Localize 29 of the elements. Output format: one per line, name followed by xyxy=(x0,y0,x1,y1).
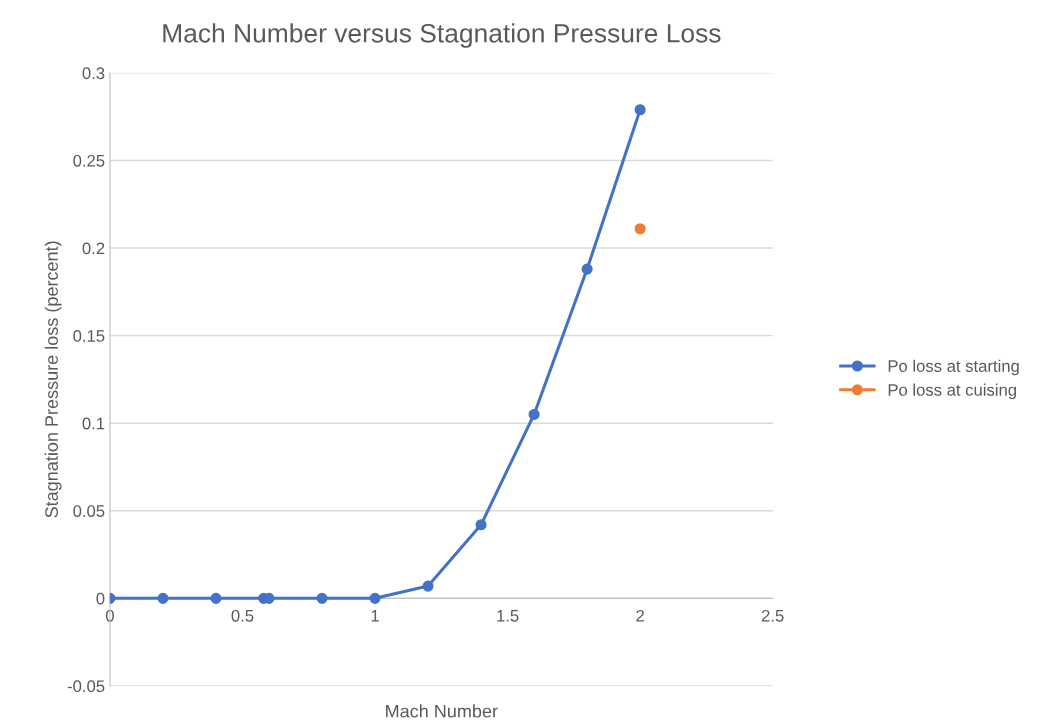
x-tick-label: 0.5 xyxy=(231,609,254,622)
point xyxy=(634,104,646,116)
point xyxy=(210,592,222,604)
point xyxy=(634,223,646,235)
point xyxy=(157,592,169,604)
point xyxy=(475,519,487,531)
x-axis-title: Mach Number xyxy=(386,704,498,718)
y-tick-label: 0.25 xyxy=(73,154,105,167)
y-tick-label: 0.1 xyxy=(82,417,105,430)
x-tick-label: 0 xyxy=(105,609,114,622)
x-tick-label: 2.5 xyxy=(761,609,784,622)
y-tick-label: 0.3 xyxy=(82,67,105,80)
x-tick-label: 1.5 xyxy=(497,610,519,622)
legend-label: Po loss at cuising xyxy=(888,383,1016,400)
point xyxy=(369,592,381,604)
y-tick-label: 0.2 xyxy=(82,242,105,255)
point xyxy=(422,580,434,592)
point xyxy=(528,408,540,420)
y-tick-label: 0 xyxy=(96,592,105,605)
y-tick-label: 0.05 xyxy=(73,505,105,517)
y-axis-title: Stagnation Pressure loss (percent) xyxy=(44,241,62,518)
y-tick-label: -0.05 xyxy=(67,680,105,693)
point xyxy=(316,592,328,604)
y-tick-label: 0.15 xyxy=(73,330,105,342)
x-tick-label: 1 xyxy=(371,610,379,622)
point xyxy=(581,263,593,275)
chart-title: Mach Number versus Stagnation Pressure Loss xyxy=(163,23,721,48)
x-tick-label: 2 xyxy=(636,609,644,622)
legend-label: Po loss at starting xyxy=(888,359,1019,376)
